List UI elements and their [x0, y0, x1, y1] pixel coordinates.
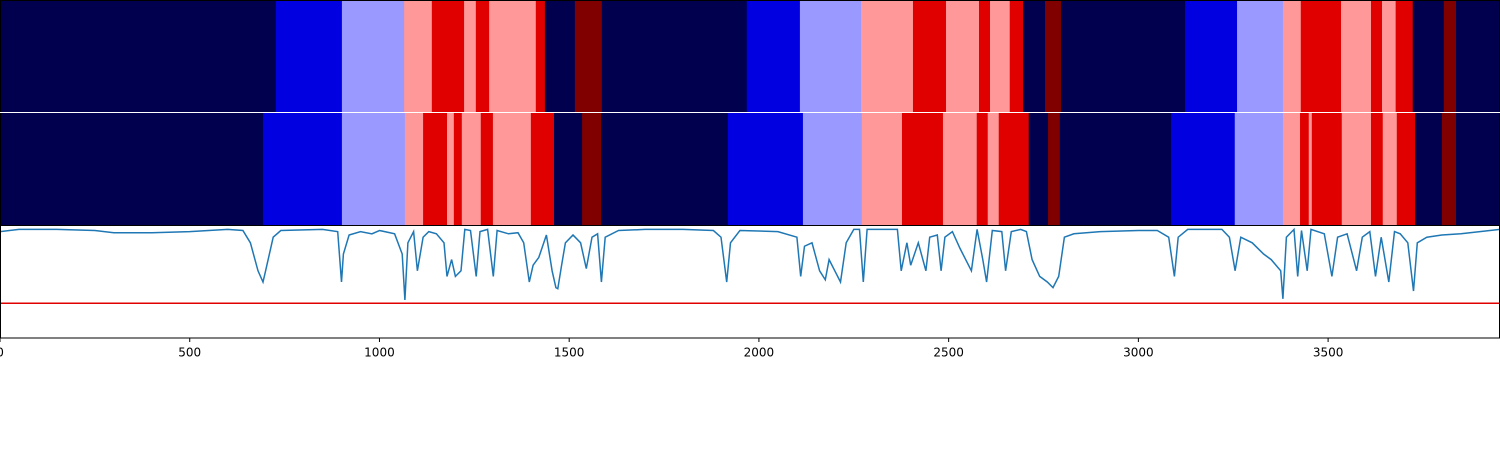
- x-tick-label: 1500: [554, 346, 585, 360]
- segment: [861, 113, 903, 225]
- segment: [1415, 113, 1443, 225]
- segment: [554, 113, 583, 225]
- segment: [1381, 0, 1397, 112]
- segment: [1023, 0, 1046, 112]
- segment: [1282, 113, 1301, 225]
- segment: [901, 113, 944, 225]
- segment: [1045, 0, 1062, 112]
- x-tick-label: 1000: [364, 346, 395, 360]
- segment: [746, 0, 801, 112]
- segment: [912, 0, 947, 112]
- segment: [341, 113, 406, 225]
- segment: [976, 113, 989, 225]
- x-tick-label: 2500: [933, 346, 964, 360]
- segment: [1060, 0, 1186, 112]
- segment: [601, 0, 748, 112]
- segment: [945, 0, 980, 112]
- segment: [1443, 0, 1457, 112]
- segment: [431, 0, 465, 112]
- segment: [1396, 113, 1416, 225]
- segment: [447, 113, 455, 225]
- segment: [942, 113, 978, 225]
- segment: [464, 0, 477, 112]
- segment: [275, 0, 343, 112]
- segment: [1370, 0, 1383, 112]
- segment: [990, 0, 1011, 112]
- segment: [574, 0, 603, 112]
- segment: [475, 0, 490, 112]
- segment: [0, 113, 264, 225]
- segment: [1455, 113, 1500, 225]
- segment: [1382, 113, 1398, 225]
- segment: [601, 113, 729, 225]
- segment: [979, 0, 991, 112]
- segment: [341, 0, 405, 112]
- segment: [1300, 113, 1310, 225]
- segment: [1282, 0, 1302, 112]
- segment: [1455, 0, 1500, 112]
- segment: [1171, 113, 1236, 225]
- segment: [1234, 113, 1284, 225]
- segment: [1341, 0, 1372, 112]
- segment: [492, 113, 532, 225]
- segment: [1395, 0, 1414, 112]
- segment: [544, 0, 576, 112]
- segment: [480, 113, 494, 225]
- x-tick-label: 0: [0, 346, 4, 360]
- segment: [404, 113, 424, 225]
- x-tick-label: 3500: [1313, 346, 1344, 360]
- x-tick-label: 500: [178, 346, 201, 360]
- segment: [727, 113, 804, 225]
- segment: [860, 0, 914, 112]
- segment: [535, 0, 546, 112]
- segment: [530, 113, 555, 225]
- segment: [461, 113, 482, 225]
- segment: [262, 113, 343, 225]
- segment: [582, 113, 602, 225]
- segment: [802, 113, 863, 225]
- segment: [1028, 113, 1049, 225]
- segment: [423, 113, 448, 225]
- segment: [1237, 0, 1284, 112]
- segment: [0, 0, 277, 112]
- segment: [799, 0, 862, 112]
- segment: [1308, 113, 1313, 225]
- segment: [998, 113, 1030, 225]
- segment: [1311, 113, 1343, 225]
- segment: [1009, 0, 1024, 112]
- x-tick-label: 2000: [744, 346, 775, 360]
- segment: [1412, 0, 1445, 112]
- segment: [1048, 113, 1061, 225]
- segment: [1185, 0, 1238, 112]
- segment: [404, 0, 433, 112]
- segment: [1300, 0, 1342, 112]
- segment: [489, 0, 537, 112]
- segment: [1370, 113, 1384, 225]
- line-series: [0, 227, 1500, 300]
- segment: [1059, 113, 1172, 225]
- segment: [1441, 113, 1457, 225]
- x-tick-label: 3000: [1123, 346, 1154, 360]
- segment: [453, 113, 463, 225]
- segment: [1341, 113, 1372, 225]
- segment: [987, 113, 1000, 225]
